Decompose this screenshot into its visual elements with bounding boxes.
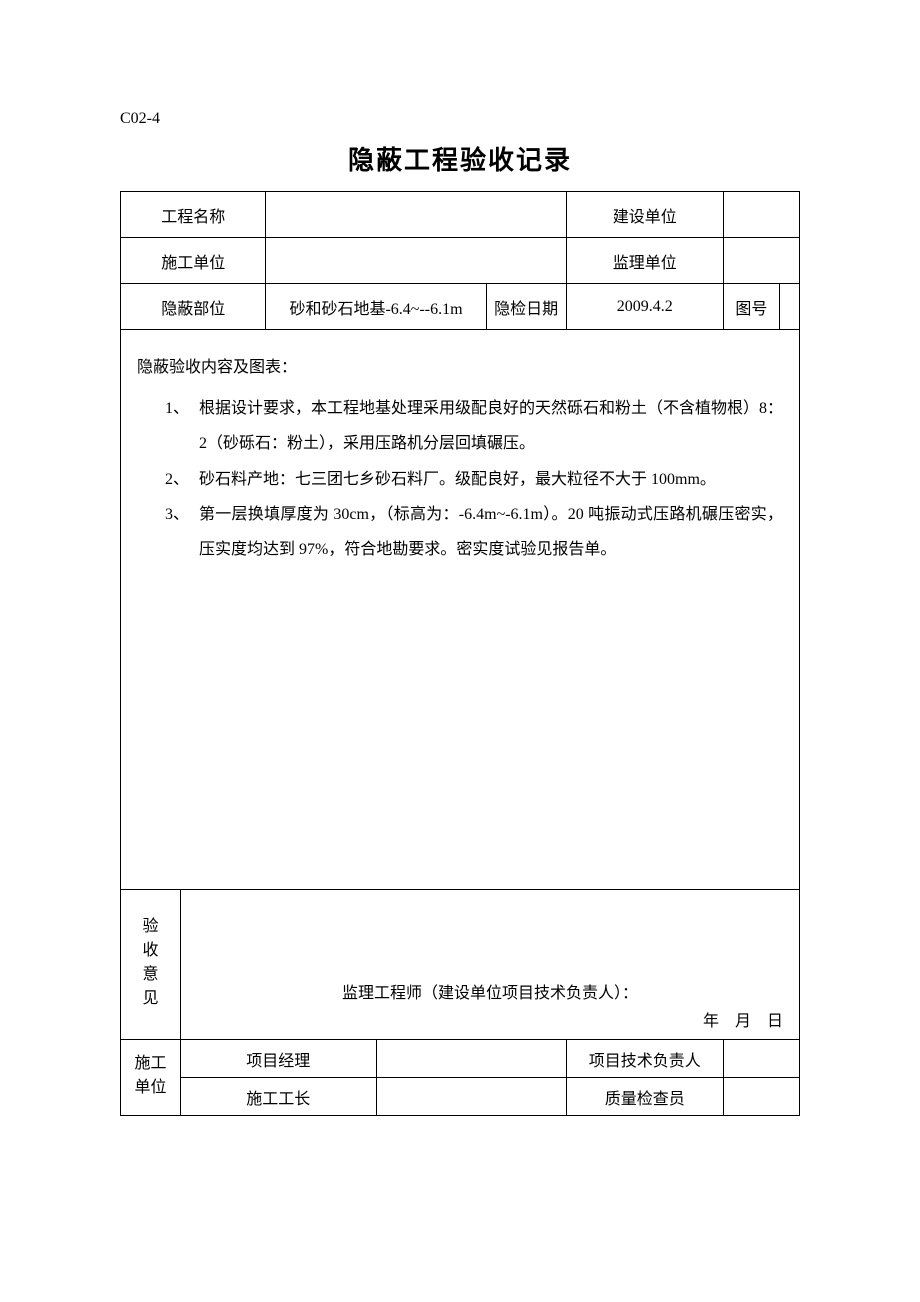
opinion-label: 验收意见	[121, 890, 181, 1040]
content-item-2: 2、 砂石料产地：七三团七乡砂石料厂。级配良好，最大粒径不大于 100mm。	[165, 462, 783, 497]
content-item-2-text: 砂石料产地：七三团七乡砂石料厂。级配良好，最大粒径不大于 100mm。	[199, 471, 716, 488]
main-table: 工程名称 建设单位 施工单位 监理单位 隐蔽部位 砂和砂石地基-6.4~--6.…	[120, 191, 800, 1116]
header-row-1: 工程名称 建设单位	[121, 192, 800, 238]
opinion-row: 验收意见 监理工程师（建设单位项目技术负责人）： 年 月 日	[121, 890, 800, 1040]
content-item-3: 3、 第一层换填厚度为 30cm，（标高为：-6.4m~-6.1m）。20 吨振…	[165, 497, 783, 567]
opinion-signature-label: 监理工程师（建设单位项目技术负责人）：	[193, 979, 787, 1003]
label-drawing-no: 图号	[723, 284, 779, 330]
value-drawing-no	[779, 284, 799, 330]
header-row-3: 隐蔽部位 砂和砂石地基-6.4~--6.1m 隐检日期 2009.4.2 图号	[121, 284, 800, 330]
signature-group-label-text: 施工单位	[134, 1052, 166, 1100]
content-item-3-text: 第一层换填厚度为 30cm，（标高为：-6.4m~-6.1m）。20 吨振动式压…	[199, 506, 783, 558]
header-row-2: 施工单位 监理单位	[121, 238, 800, 284]
label-construction-unit: 建设单位	[566, 192, 723, 238]
label-builder: 施工单位	[121, 238, 266, 284]
label-foreman: 施工工长	[181, 1078, 377, 1116]
content-item-3-num: 3、	[165, 497, 189, 532]
value-foreman	[376, 1078, 566, 1116]
opinion-date: 年 月 日	[193, 1007, 787, 1031]
label-inspect-date: 隐检日期	[486, 284, 566, 330]
label-supervisor: 监理单位	[566, 238, 723, 284]
label-tech-lead: 项目技术负责人	[566, 1040, 723, 1078]
signature-row-1: 施工单位 项目经理 项目技术负责人	[121, 1040, 800, 1078]
content-item-2-num: 2、	[165, 462, 189, 497]
content-row: 隐蔽验收内容及图表： 1、 根据设计要求，本工程地基处理采用级配良好的天然砾石和…	[121, 330, 800, 890]
document-title: 隐蔽工程验收记录	[120, 140, 800, 177]
content-list: 1、 根据设计要求，本工程地基处理采用级配良好的天然砾石和粉土（不含植物根）8：…	[137, 391, 783, 567]
value-inspect-date: 2009.4.2	[566, 284, 723, 330]
value-project-name	[266, 192, 566, 238]
value-qc	[723, 1078, 799, 1116]
content-item-1: 1、 根据设计要求，本工程地基处理采用级配良好的天然砾石和粉土（不含植物根）8：…	[165, 391, 783, 461]
signature-group-label: 施工单位	[121, 1040, 181, 1116]
value-builder	[266, 238, 566, 284]
label-pm: 项目经理	[181, 1040, 377, 1078]
signature-row-2: 施工工长 质量检查员	[121, 1078, 800, 1116]
content-item-1-text: 根据设计要求，本工程地基处理采用级配良好的天然砾石和粉土（不含植物根）8：2（砂…	[199, 400, 783, 452]
opinion-label-text: 验收意见	[142, 915, 158, 1011]
document-code: C02-4	[120, 110, 800, 128]
value-supervisor	[723, 238, 799, 284]
label-project-name: 工程名称	[121, 192, 266, 238]
content-item-1-num: 1、	[165, 391, 189, 426]
opinion-cell: 监理工程师（建设单位项目技术负责人）： 年 月 日	[181, 890, 800, 1040]
value-pm	[376, 1040, 566, 1078]
content-heading: 隐蔽验收内容及图表：	[137, 350, 783, 385]
value-tech-lead	[723, 1040, 799, 1078]
value-construction-unit	[723, 192, 799, 238]
label-qc: 质量检查员	[566, 1078, 723, 1116]
value-hidden-part: 砂和砂石地基-6.4~--6.1m	[266, 284, 486, 330]
label-hidden-part: 隐蔽部位	[121, 284, 266, 330]
content-cell: 隐蔽验收内容及图表： 1、 根据设计要求，本工程地基处理采用级配良好的天然砾石和…	[121, 330, 800, 890]
